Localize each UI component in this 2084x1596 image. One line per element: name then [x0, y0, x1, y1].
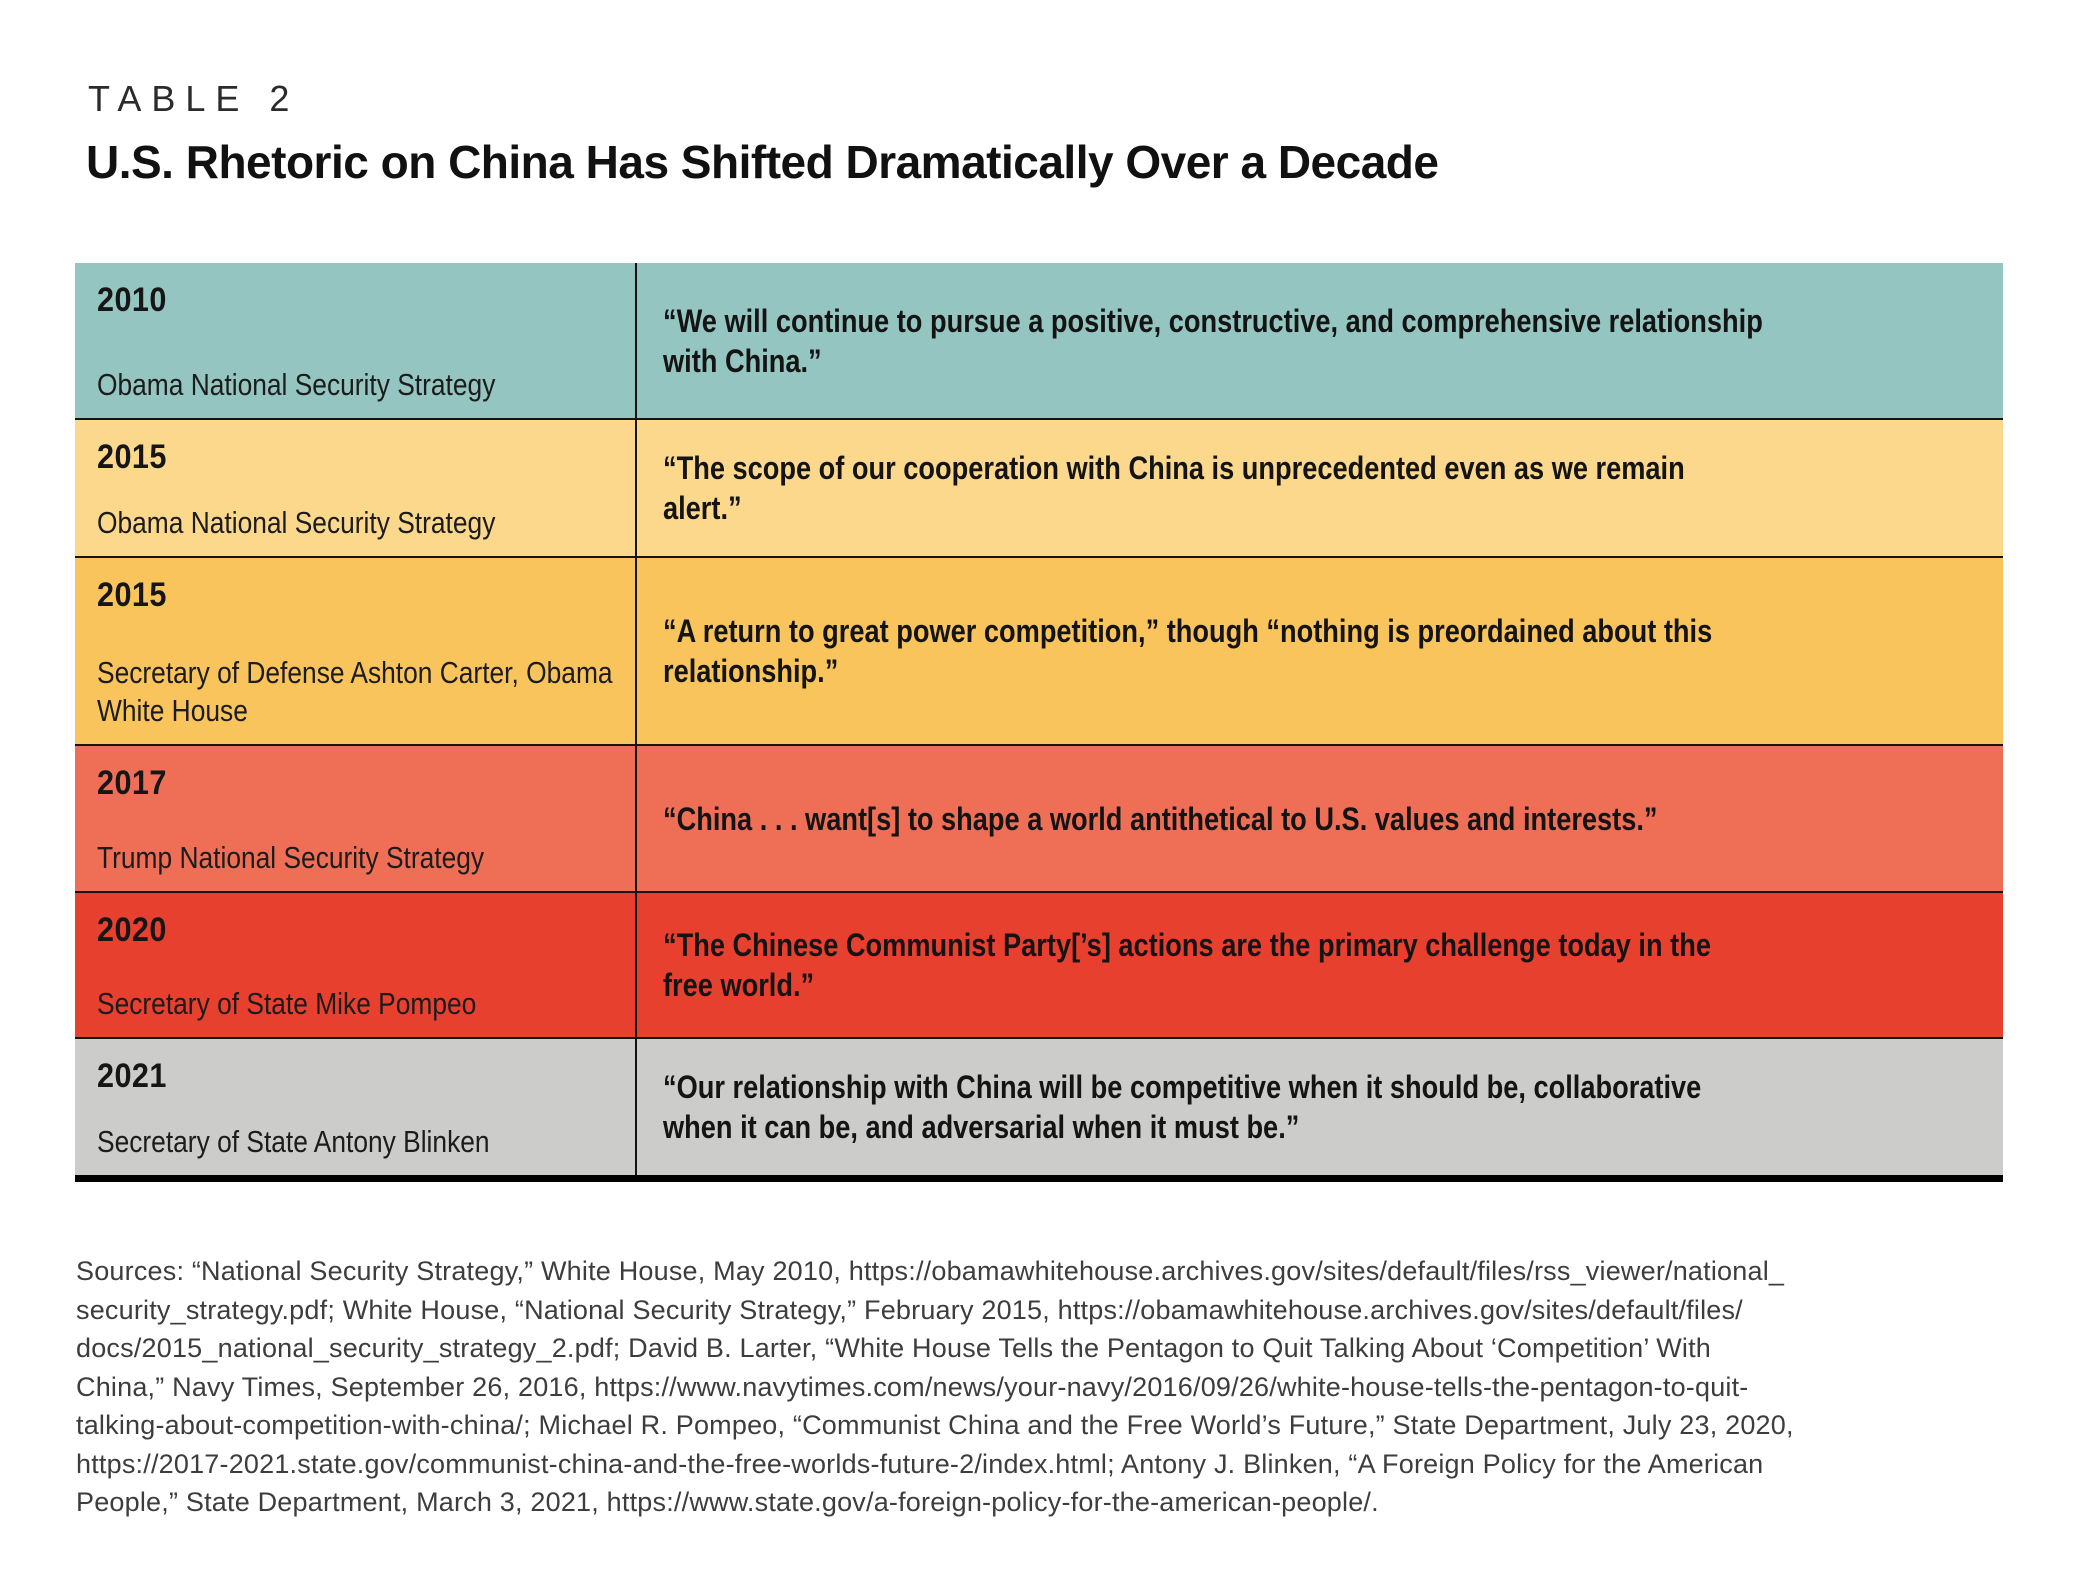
table-row: 2021 Secretary of State Antony Blinken “…: [75, 1039, 2003, 1182]
year-label: 2010: [97, 281, 167, 319]
year-source-cell: 2015 Secretary of Defense Ashton Carter,…: [75, 558, 637, 744]
sources-line: People,” State Department, March 3, 2021…: [76, 1487, 1379, 1517]
year-source-cell: 2017 Trump National Security Strategy: [75, 746, 637, 891]
sources-note: Sources: “National Security Strategy,” W…: [76, 1252, 2026, 1522]
table-row: 2010 Obama National Security Strategy “W…: [75, 263, 2003, 420]
sources-line: https://2017-2021.state.gov/communist-ch…: [76, 1448, 1764, 1479]
sources-line: Sources: “National Security Strategy,” W…: [76, 1256, 1785, 1286]
quote-text: “China . . . want[s] to shape a world an…: [663, 800, 1658, 837]
quote-cell: “China . . . want[s] to shape a world an…: [637, 746, 2003, 891]
page-title: U.S. Rhetoric on China Has Shifted Drama…: [86, 136, 1439, 188]
quote-cell: “The scope of our cooperation with China…: [637, 420, 2003, 556]
source-label: Secretary of Defense Ashton Carter, Obam…: [97, 655, 613, 728]
table-row: 2020 Secretary of State Mike Pompeo “The…: [75, 893, 2003, 1039]
year-source-cell: 2010 Obama National Security Strategy: [75, 263, 637, 418]
rhetoric-table: 2010 Obama National Security Strategy “W…: [75, 263, 2003, 1182]
sources-line: China,” Navy Times, September 26, 2016, …: [76, 1371, 1749, 1402]
sources-line: docs/2015_national_security_strategy_2.p…: [76, 1333, 1712, 1363]
year-source-cell: 2021 Secretary of State Antony Blinken: [75, 1039, 637, 1175]
sources-line: security_strategy.pdf; White House, “Nat…: [76, 1294, 1743, 1325]
source-label: Obama National Security Strategy: [97, 505, 496, 540]
year-source-cell: 2020 Secretary of State Mike Pompeo: [75, 893, 637, 1037]
quote-text: “The Chinese Communist Party[’s] actions…: [663, 927, 1711, 1003]
source-label: Trump National Security Strategy: [97, 840, 485, 875]
quote-text: “A return to great power competition,” t…: [663, 613, 1713, 689]
year-label: 2020: [97, 911, 167, 949]
year-label: 2017: [97, 764, 167, 802]
year-label: 2015: [97, 438, 167, 476]
table-row: 2017 Trump National Security Strategy “C…: [75, 746, 2003, 893]
quote-cell: “We will continue to pursue a positive, …: [637, 263, 2003, 418]
source-label: Secretary of State Antony Blinken: [97, 1124, 490, 1159]
quote-cell: “A return to great power competition,” t…: [637, 558, 2003, 744]
source-label: Secretary of State Mike Pompeo: [97, 986, 477, 1021]
quote-text: “The scope of our cooperation with China…: [663, 450, 1685, 526]
source-label: Obama National Security Strategy: [97, 367, 496, 402]
sources-line: talking-about-competition-with-china/; M…: [76, 1410, 1794, 1440]
year-source-cell: 2015 Obama National Security Strategy: [75, 420, 637, 556]
quote-cell: “The Chinese Communist Party[’s] actions…: [637, 893, 2003, 1037]
quote-cell: “Our relationship with China will be com…: [637, 1039, 2003, 1175]
table-row: 2015 Secretary of Defense Ashton Carter,…: [75, 558, 2003, 746]
table-label: TABLE 2: [88, 78, 300, 119]
year-label: 2021: [97, 1057, 167, 1095]
year-label: 2015: [97, 576, 167, 614]
quote-text: “Our relationship with China will be com…: [663, 1069, 1702, 1145]
quote-text: “We will continue to pursue a positive, …: [663, 302, 1763, 379]
table-row: 2015 Obama National Security Strategy “T…: [75, 420, 2003, 558]
